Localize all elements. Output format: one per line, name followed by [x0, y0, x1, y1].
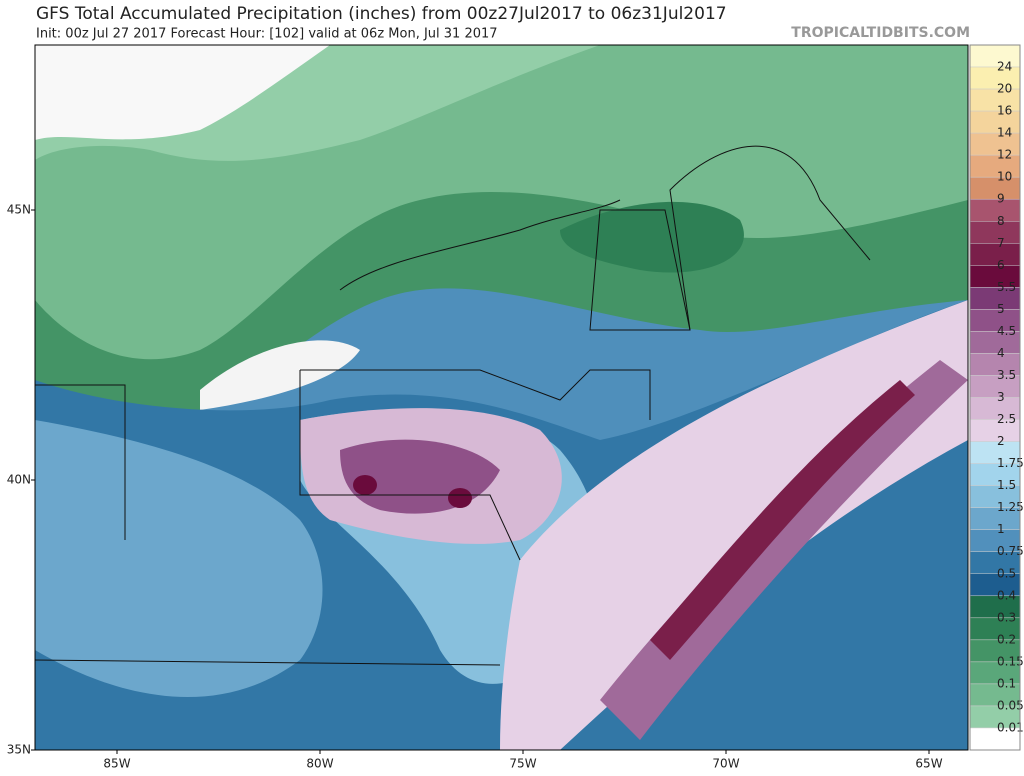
- lon-label: 75W: [509, 757, 536, 771]
- colorbar-box: [969, 176, 1021, 200]
- colorbar-box: [969, 110, 1021, 134]
- colorbar-box: [969, 154, 1021, 178]
- colorbar-label: 5.5: [997, 280, 1016, 294]
- colorbar-box: [969, 221, 1021, 244]
- colorbar-label: 0.4: [997, 588, 1016, 602]
- colorbar-label: 0.3: [997, 610, 1016, 624]
- colorbar-box: [969, 44, 1021, 68]
- colorbar-label: 9: [997, 192, 1005, 206]
- colorbar-box: [969, 132, 1021, 156]
- colorbar-label: 0.2: [997, 632, 1016, 646]
- title: GFS Total Accumulated Precipitation (inc…: [36, 4, 727, 24]
- colorbar-label: 12: [997, 148, 1012, 162]
- colorbar-label: 1.5: [997, 478, 1016, 492]
- colorbar-label: 10: [997, 170, 1012, 184]
- colorbar-label: 0.15: [997, 654, 1024, 668]
- colorbar-box: [969, 66, 1021, 90]
- colorbar-label: 0.01: [997, 720, 1024, 734]
- colorbar-box: [969, 88, 1021, 112]
- colorbar-label: 3.5: [997, 368, 1016, 382]
- colorbar-label: 0.05: [997, 698, 1024, 712]
- map-frame: [34, 44, 969, 751]
- lat-label: 45N: [7, 203, 31, 217]
- subtitle: Init: 00z Jul 27 2017 Forecast Hour: [10…: [36, 27, 498, 42]
- colorbar-label: 24: [997, 60, 1012, 74]
- colorbar-frame: [969, 44, 1021, 751]
- map: [35, 45, 968, 750]
- colorbar-label: 1.25: [997, 500, 1024, 514]
- colorbar-label: 0.75: [997, 544, 1024, 558]
- lat-label: 40N: [7, 473, 31, 487]
- colorbar-label: 14: [997, 126, 1012, 140]
- site: TROPICALTIDBITS.COM: [791, 25, 970, 41]
- lat-label: 35N: [7, 743, 31, 757]
- colorbar-label: 16: [997, 104, 1012, 118]
- colorbar-label: 8: [997, 214, 1005, 228]
- lon-label: 85W: [103, 757, 130, 771]
- colorbar-label: 4: [997, 346, 1005, 360]
- lon-label: 65W: [915, 757, 942, 771]
- colorbar-label: 1: [997, 522, 1005, 536]
- colorbar-label: 5: [997, 302, 1005, 316]
- colorbar-label: 7: [997, 236, 1005, 250]
- colorbar-label: 4.5: [997, 324, 1016, 338]
- colorbar-label: 2: [997, 434, 1005, 448]
- colorbar-label: 1.75: [997, 456, 1024, 470]
- lon-label: 80W: [306, 757, 333, 771]
- colorbar-label: 0.1: [997, 676, 1016, 690]
- colorbar-box: [969, 198, 1021, 222]
- colorbar-label: 2.5: [997, 412, 1016, 426]
- colorbar-label: 0.5: [997, 566, 1016, 580]
- lon-label: 70W: [712, 757, 739, 771]
- colorbar-label: 3: [997, 390, 1005, 404]
- colorbar-label: 6: [997, 258, 1005, 272]
- colorbar-label: 20: [997, 82, 1012, 96]
- colorbar-box: [969, 243, 1021, 266]
